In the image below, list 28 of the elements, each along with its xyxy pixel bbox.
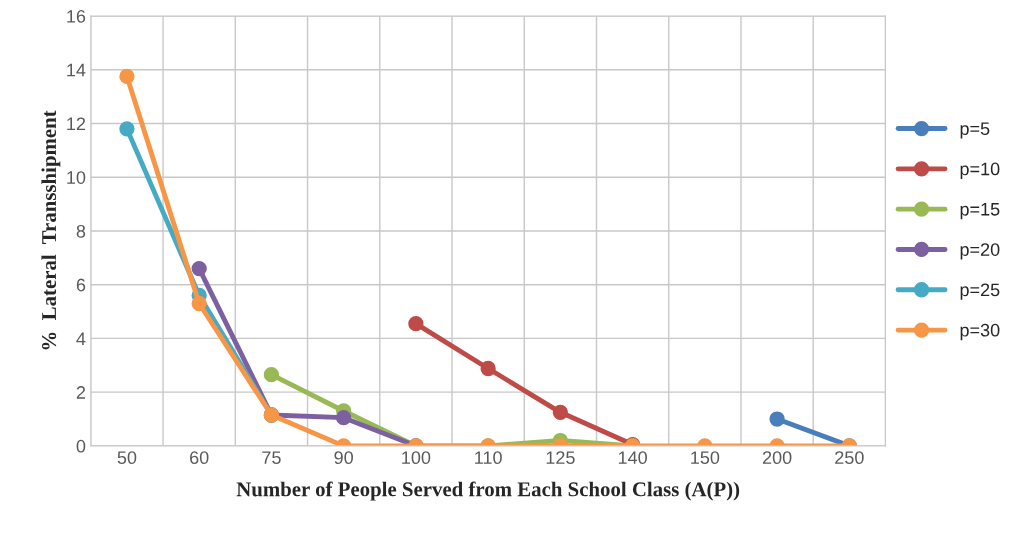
x-tick-label: 50	[117, 451, 137, 465]
y-tick-label: 14	[67, 63, 86, 77]
x-tick-label: 75	[262, 451, 281, 465]
legend-label: p=5	[960, 122, 990, 139]
x-axis-title: Number of People Served from Each School Class (A(P))	[236, 481, 740, 501]
x-tick-label: 250	[835, 451, 864, 465]
x-tick-label: 140	[618, 451, 647, 465]
x-tick-label: 150	[691, 451, 720, 465]
y-tick-label: 0	[76, 439, 86, 453]
legend-label: p=30	[960, 323, 1000, 341]
x-tick-label: 110	[475, 451, 502, 465]
y-tick-label: 4	[76, 332, 86, 345]
y-tick-label: 10	[67, 171, 86, 184]
x-tick-label: 100	[402, 451, 431, 465]
legend-label: p=25	[960, 283, 1000, 300]
y-axis-title: % Lateral Transshipment	[41, 110, 61, 350]
x-tick-label: 200	[762, 451, 792, 465]
legend-label: p=10	[960, 162, 1000, 179]
y-tick-label: 16	[67, 9, 86, 23]
x-tick-label: 90	[334, 451, 353, 465]
y-tick-label: 8	[76, 224, 86, 238]
legend-label: p=15	[960, 203, 1000, 220]
y-tick-label: 12	[67, 117, 86, 131]
legend-label: p=20	[960, 243, 1000, 260]
x-tick-label: 125	[546, 451, 575, 465]
y-tick-label: 2	[76, 386, 86, 399]
y-tick-label: 6	[76, 278, 86, 292]
x-tick-label: 60	[190, 451, 209, 465]
